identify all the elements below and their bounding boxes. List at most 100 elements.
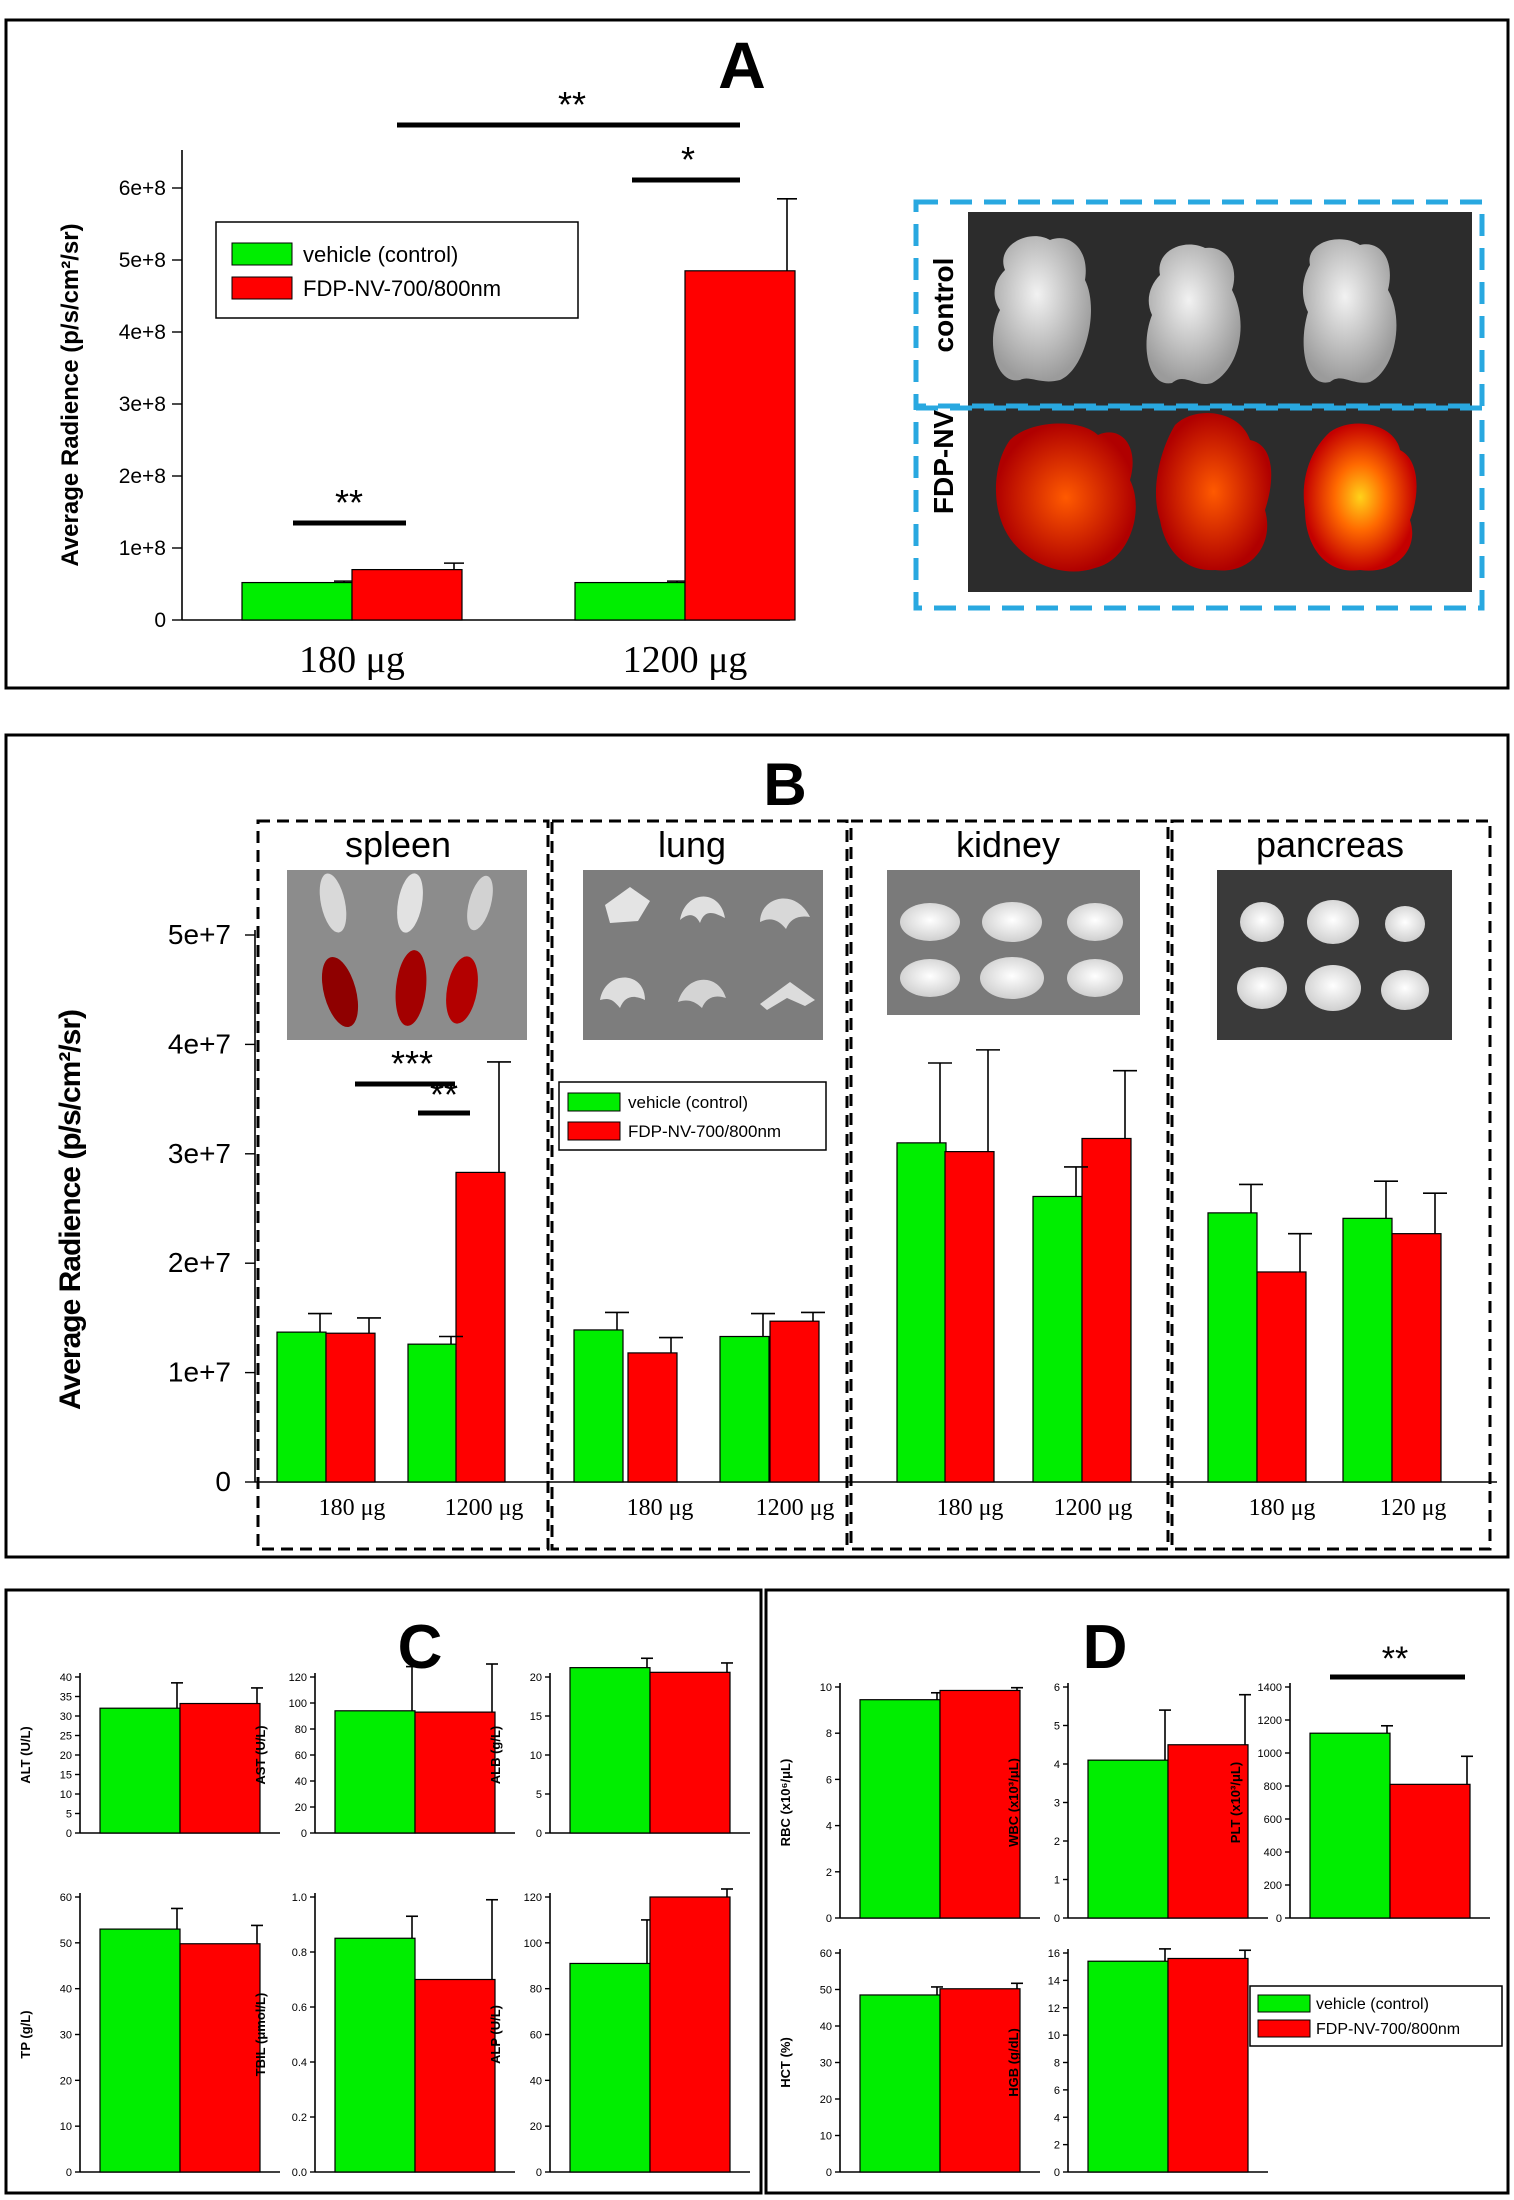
panel-a-chart: 0 1e+8 2e+8 3e+8 4e+8 5e+8 6e+8 Average Radienc… [57, 84, 797, 681]
a-legend-swatch-vehicle [231, 242, 293, 266]
c-chart-2-y-tick-label: 120 [289, 1672, 307, 1684]
d-chart-3-y-tick-label: 1200 [1258, 1715, 1282, 1727]
d-chart-5-y-tick-label: 0 [1054, 2167, 1060, 2179]
fdp-nv-box [913, 405, 1485, 611]
c-chart-6-y-tick-label: 120 [524, 1892, 542, 1904]
c-chart-5-bar-fdp [414, 1978, 496, 2173]
b-bar-fdp-kidney [944, 1151, 995, 1483]
d-chart-3-sig-label: ** [1382, 1640, 1408, 1678]
c-chart-2-y-tick-label: 20 [295, 1802, 307, 1814]
panel-b-label: B [763, 751, 806, 818]
c-chart-4-y-tick-label: 30 [60, 2030, 72, 2042]
c-chart-1-y-tick-label: 40 [60, 1672, 72, 1684]
c-chart-1-y-tick-label: 10 [60, 1789, 72, 1801]
d-chart-4-y-tick-label: 0 [826, 2167, 832, 2179]
d-chart-3-y-tick-label: 200 [1264, 1880, 1282, 1892]
c-chart-2-y-tick-label: 60 [295, 1750, 307, 1762]
b-y-tick-label: 1e+7 [168, 1357, 231, 1388]
c-chart-2-bar-fdp [414, 1711, 496, 1834]
c-chart-1-bar-vehicle [99, 1707, 181, 1834]
b-bar-vehicle-spleen [276, 1331, 327, 1483]
d-chart-2-bar-fdp [1167, 1744, 1249, 1919]
d-chart-2-bar-vehicle [1087, 1759, 1169, 1919]
c-chart-1-y-tick-label: 35 [60, 1692, 72, 1704]
c-chart-5-y-tick-label: 0.0 [292, 2167, 307, 2179]
panel-a-border [4, 18, 1510, 690]
a-x-tick-label: 180 μg [299, 639, 405, 681]
b-bar-fdp-pancreas [1256, 1271, 1307, 1483]
b-x-tick-label: 180 μg [937, 1495, 1004, 1521]
d-chart-3-y-tick-label: 0 [1276, 1913, 1282, 1925]
d-chart-2-y-axis-label: WBC (x10³/μL) [1006, 1758, 1021, 1847]
c-chart-1-y-tick-label: 20 [60, 1750, 72, 1762]
d-chart-5-y-axis-label: HGB (g/dL) [1006, 2028, 1021, 2097]
a-y-tick-label: 2e+8 [119, 465, 166, 488]
d-legend-label-fdp: FDP-NV-700/800nm [1316, 2021, 1460, 2038]
c-chart-4-bar-fdp [179, 1943, 261, 2173]
d-chart-4-y-tick-label: 10 [820, 2131, 832, 2143]
d-chart-3-y-tick-label: 800 [1264, 1781, 1282, 1793]
b-x-tick-label: 120 μg [1380, 1495, 1447, 1521]
a-legend: vehicle (control) FDP-NV-700/800nm [215, 221, 579, 319]
d-chart-1-y-axis-label: RBC (x10⁶/μL) [778, 1759, 793, 1847]
c-chart-2-bar-vehicle [334, 1710, 416, 1834]
d-chart-1-bar-fdp [939, 1689, 1021, 1919]
c-chart-4-y-tick-label: 0 [66, 2167, 72, 2179]
a-y-tick-label: 1e+8 [119, 537, 166, 560]
c-chart-4-y-tick-label: 10 [60, 2121, 72, 2133]
d-chart-2-y-tick-label: 4 [1054, 1759, 1060, 1771]
c-chart-6-y-tick-label: 20 [530, 2121, 542, 2133]
d-chart-3-bar-fdp [1389, 1783, 1471, 1919]
b-x-tick-label: 1200 μg [445, 1495, 524, 1521]
b-organ-title-pancreas: pancreas [1256, 824, 1404, 865]
d-chart-3-y-tick-label: 1400 [1258, 1682, 1282, 1694]
panel-a-organ-images: control FDP-NV [913, 199, 1485, 611]
a-legend-swatch-fdp [231, 276, 293, 300]
d-chart-5-y-tick-label: 2 [1054, 2140, 1060, 2152]
panel-c-label: C [398, 1613, 443, 1682]
d-chart-5-y-tick-label: 6 [1054, 2085, 1060, 2097]
d-chart-5-bar-fdp [1167, 1957, 1249, 2173]
kidney-image [887, 870, 1140, 1015]
d-chart-5-y-tick-label: 14 [1048, 1975, 1060, 1987]
a-x-tick-label: 1200 μg [623, 639, 748, 681]
b-bar-fdp-kidney [1081, 1137, 1132, 1483]
c-chart-1-y-tick-label: 30 [60, 1711, 72, 1723]
d-chart-5-bar-vehicle [1087, 1960, 1169, 2173]
b-x-tick-label: 180 μg [627, 1495, 694, 1521]
c-chart-6-y-axis-label: ALP (U/L) [488, 2005, 503, 2064]
d-chart-4-y-axis-label: HCT (%) [778, 2037, 793, 2088]
d-chart-2-y-tick-label: 0 [1054, 1913, 1060, 1925]
b-bar-vehicle-kidney [1032, 1195, 1083, 1483]
c-chart-5-y-axis-label: TBIL (μmol/L) [253, 1993, 268, 2077]
pancreas-image [1217, 870, 1452, 1040]
b-organ-title-lung: lung [658, 824, 726, 865]
c-chart-3-y-tick-label: 0 [536, 1828, 542, 1840]
b-x-tick-label: 1200 μg [756, 1495, 835, 1521]
a-bar-vehicle [574, 581, 686, 621]
panel-c-border [4, 1588, 763, 2195]
d-chart-5-y-tick-label: 4 [1054, 2112, 1060, 2124]
d-chart-4-y-tick-label: 40 [820, 2021, 832, 2033]
d-chart-3-y-tick-label: 1000 [1258, 1748, 1282, 1760]
a-bar-fdp [684, 270, 796, 621]
panel-b-border [4, 733, 1510, 1559]
a-y-tick-label: 4e+8 [119, 321, 166, 344]
c-chart-6-y-tick-label: 80 [530, 1984, 542, 1996]
a-bar-vehicle [241, 581, 353, 621]
c-chart-1-y-tick-label: 5 [66, 1809, 72, 1821]
b-x-tick-label: 180 μg [1249, 1495, 1316, 1521]
c-chart-6-y-tick-label: 100 [524, 1938, 542, 1950]
c-chart-6-y-tick-label: 60 [530, 2030, 542, 2042]
c-chart-2-y-tick-label: 80 [295, 1724, 307, 1736]
d-chart-2-y-tick-label: 3 [1054, 1798, 1060, 1810]
d-chart-2-y-tick-label: 1 [1054, 1875, 1060, 1887]
d-chart-2-y-tick-label: 6 [1054, 1682, 1060, 1694]
spleen-image [287, 870, 527, 1040]
d-chart-1-y-tick-label: 6 [826, 1774, 832, 1786]
b-sig-label-spleen-inner: ** [430, 1074, 458, 1115]
b-y-tick-label: 0 [215, 1466, 231, 1497]
lung-image [583, 870, 823, 1040]
c-chart-5-y-tick-label: 0.8 [292, 1947, 307, 1959]
